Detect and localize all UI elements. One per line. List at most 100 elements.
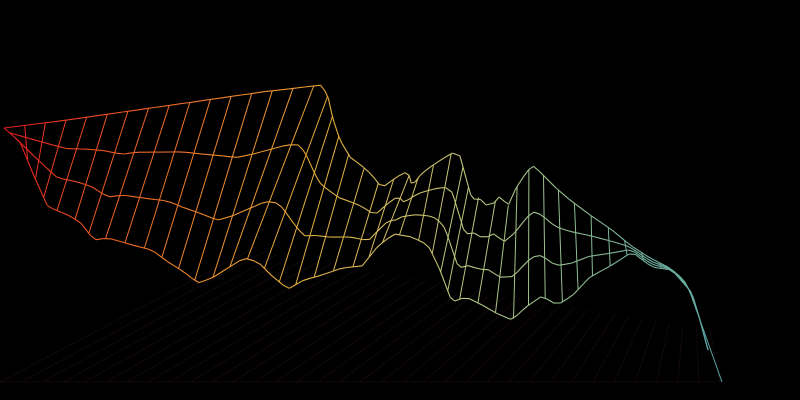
- terrain-rail-segment: [148, 198, 156, 201]
- terrain-rail-segment: [206, 276, 214, 281]
- terrain-rib: [161, 99, 211, 258]
- terrain-rail-segment: [285, 212, 292, 220]
- terrain-rib: [368, 178, 395, 258]
- terrain-rail-segment: [453, 256, 458, 264]
- terrain-rail-segment: [215, 154, 223, 157]
- terrain-rail-segment: [131, 151, 140, 154]
- terrain-rail-segment: [15, 133, 23, 137]
- floor-grid-line: [211, 273, 386, 383]
- terrain-rail-segment: [306, 156, 311, 164]
- terrain-rail-segment: [47, 205, 55, 210]
- terrain-rib: [352, 183, 379, 268]
- terrain-rail-segment: [362, 166, 370, 173]
- terrain-rail-segment: [470, 194, 475, 200]
- terrain-rail-segment: [399, 197, 404, 203]
- terrain-rail-segment: [272, 89, 281, 92]
- terrain-rail-segment: [354, 265, 363, 268]
- terrain-rail-segment: [622, 253, 630, 259]
- terrain-rail-segment: [703, 334, 707, 343]
- terrain-rail-segment: [31, 170, 36, 178]
- terrain-rail-segment: [640, 258, 648, 265]
- terrain-rail-segment: [511, 271, 518, 278]
- terrain-rail-segment: [414, 175, 421, 183]
- terrain-rail-segment: [35, 122, 44, 125]
- terrain-rail-segment: [614, 241, 621, 245]
- terrain-rail-segment: [59, 119, 68, 122]
- terrain-rail-segment: [445, 152, 453, 158]
- terrain-rail-segment: [232, 211, 241, 217]
- terrain-rail-segment: [230, 156, 238, 158]
- terrain-rail-segment: [582, 255, 589, 260]
- terrain-rail-segment: [3, 126, 12, 129]
- terrain-rail-segment: [419, 169, 427, 177]
- terrain-rail-segment: [154, 105, 163, 109]
- terrain-rail-segment: [468, 298, 477, 303]
- terrain-rail-segment: [80, 222, 87, 230]
- terrain-rail-segment: [312, 170, 318, 178]
- terrain-rail-segment: [225, 95, 234, 98]
- terrain-rail-segment: [190, 209, 199, 214]
- floor-grid: [0, 249, 721, 383]
- terrain-rail-segment: [619, 236, 627, 243]
- terrain-rail-segment: [207, 154, 216, 156]
- terrain-rail-segment: [583, 277, 590, 284]
- terrain-rail-segment: [533, 296, 541, 302]
- terrain-rail-segment: [632, 246, 640, 252]
- terrain-rail-segment: [514, 182, 520, 191]
- terrain-rail-segment: [572, 288, 579, 295]
- terrain-rail-segment: [299, 230, 306, 237]
- terrain-rail-segment: [209, 97, 218, 101]
- terrain-rail-segment: [85, 183, 93, 188]
- terrain-rail-segment: [204, 214, 212, 219]
- terrain-rail-segment: [329, 105, 333, 114]
- terrain-rail-segment: [416, 239, 425, 244]
- terrain-rail-segment: [239, 208, 248, 214]
- terrain-rail-segment: [217, 96, 226, 99]
- terrain-rail-segment: [539, 213, 547, 220]
- terrain-rail-segment: [201, 99, 210, 102]
- terrain-rail-segment: [296, 86, 305, 89]
- terrain-rail-segment: [249, 92, 258, 95]
- terrain-rib: [278, 116, 333, 283]
- terrain-rail-segment: [426, 188, 434, 192]
- terrain-rail-segment: [267, 147, 276, 151]
- terrain-rail-segment: [460, 265, 469, 268]
- terrain-rail-segment: [370, 211, 378, 214]
- terrain-rail-segment: [544, 176, 552, 184]
- terrain-rail-segment: [133, 244, 141, 248]
- terrain-rail-segment: [451, 191, 455, 200]
- terrain-rail-segment: [331, 268, 340, 273]
- terrain-rail-segment: [125, 194, 134, 198]
- terrain-rail-segment: [423, 242, 430, 249]
- terrain-rib: [212, 90, 273, 278]
- terrain-rail-segment: [679, 275, 686, 283]
- terrain-rail-segment: [43, 198, 48, 206]
- terrain-rail-segment: [289, 284, 297, 289]
- terrain-rail-segment: [345, 199, 353, 204]
- terrain-rail-segment: [562, 193, 570, 200]
- terrain-rail-segment: [170, 103, 179, 106]
- terrain-rail-segment: [607, 226, 615, 233]
- terrain-rail-segment: [594, 236, 602, 240]
- terrain-rail-segment: [361, 259, 368, 267]
- floor-grid-line: [169, 268, 359, 383]
- terrain-rail-segment: [339, 197, 347, 201]
- terrain-rail-segment: [566, 294, 574, 300]
- terrain-rail-segment: [237, 155, 246, 158]
- terrain-rail-segment: [516, 310, 523, 317]
- terrain-rail-segment: [388, 233, 396, 239]
- terrain-rail-segment: [498, 237, 505, 242]
- terrain-rail-segment: [517, 221, 524, 229]
- terrain-rail-segment: [688, 288, 693, 297]
- floor-grid-line: [359, 289, 481, 383]
- terrain-rail-segment: [341, 143, 347, 151]
- terrain-rail-segment: [498, 196, 505, 202]
- terrain-rail-segment: [385, 220, 392, 224]
- terrain-rail-segment: [441, 275, 446, 284]
- terrain-rail-segment: [620, 243, 628, 247]
- terrain-rail-segment: [463, 229, 468, 235]
- terrain-rail-segment: [170, 201, 178, 206]
- terrain-rail-segment: [684, 281, 690, 290]
- terrain-rib: [399, 178, 419, 236]
- terrain-rail-segment: [51, 120, 60, 123]
